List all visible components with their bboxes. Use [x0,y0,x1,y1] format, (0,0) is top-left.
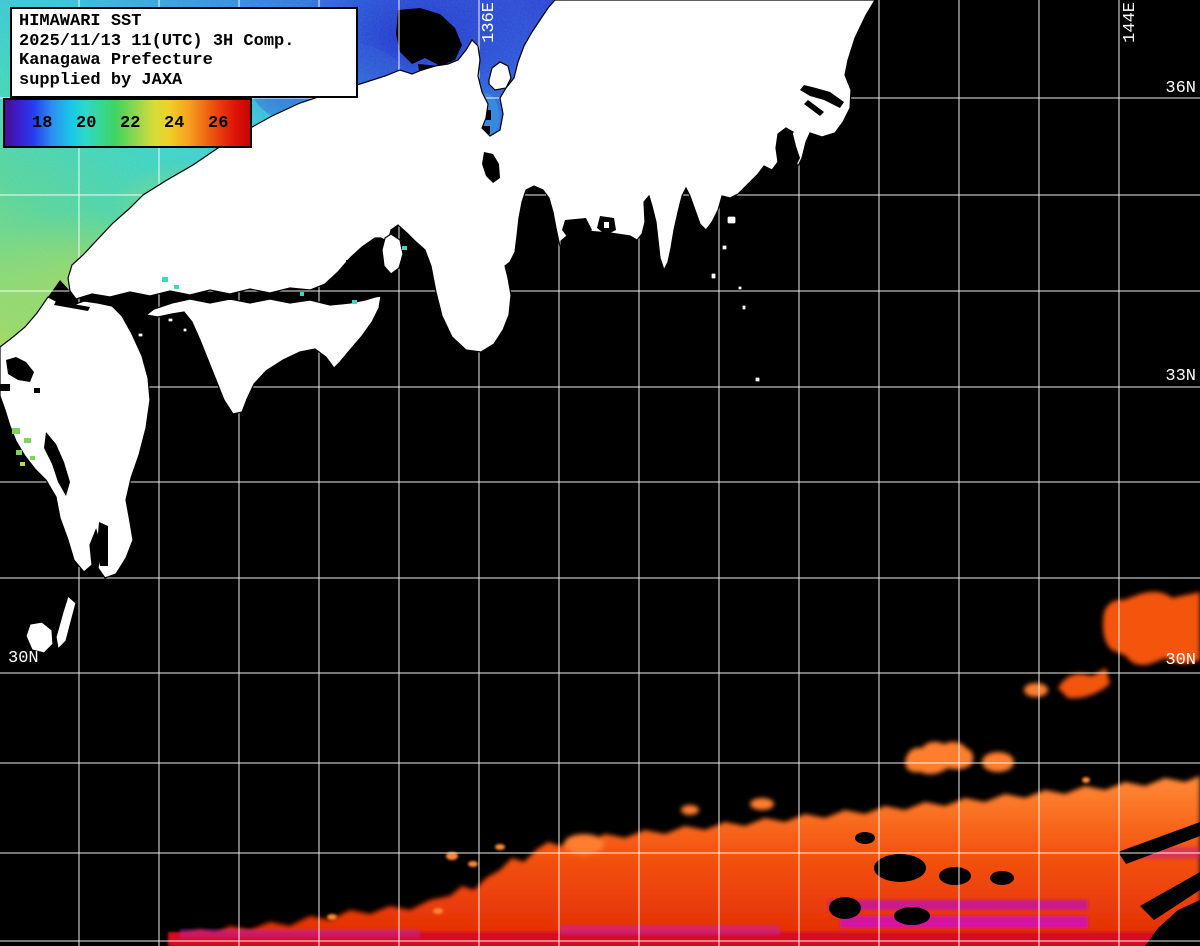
ariake-sea [44,432,70,496]
warm-sst-field [168,591,1200,946]
colorbar-tick-24: 24 [164,114,185,133]
land-tango [488,61,512,91]
island-izu-oshima [726,215,737,225]
land-black-details [0,85,844,566]
island-yakushima [25,621,54,654]
credit-line: supplied by JAXA [19,70,183,90]
lake-kasumigaura [800,85,844,108]
colorbar-tick-18: 18 [32,114,53,133]
longitude-label-144e: 144E [1121,2,1140,43]
lake-biwa [482,152,500,183]
goto-islands [6,357,34,382]
tokyo-bay [778,130,800,164]
kanmon-strait [54,301,90,311]
mikawa-bay [562,218,592,240]
land-shikoku [144,295,382,415]
latitude-label-36n: 36N [1165,79,1196,98]
island-tanegashima [55,594,77,651]
region-line: Kanagawa Prefecture [19,51,213,70]
land-masses [0,0,876,654]
land-honshu [67,0,876,353]
colorbar-tick-22: 22 [120,114,141,133]
land-awaji [381,233,404,275]
product-title: HIMAWARI SST [19,12,142,31]
latitude-label-30n-right: 30N [1165,651,1196,670]
latitude-label-33n: 33N [1165,367,1196,386]
latitude-label-30n-left: 30N [8,649,39,668]
warm-field-gaps [829,822,1200,946]
colored-specks [12,222,609,466]
longitude-label-136e: 136E [480,2,499,43]
timestamp-line: 2025/11/13 11(UTC) 3H Comp. [19,31,295,51]
land-kyushu [0,296,151,579]
kagoshima-bay [97,522,108,566]
temperature-colorbar: 18 20 22 24 26 [3,98,252,148]
colorbar-tick-20: 20 [76,114,97,133]
title-box: HIMAWARI SST 2025/11/13 11(UTC) 3H Comp.… [10,7,358,98]
colorbar-tick-26: 26 [208,114,229,133]
